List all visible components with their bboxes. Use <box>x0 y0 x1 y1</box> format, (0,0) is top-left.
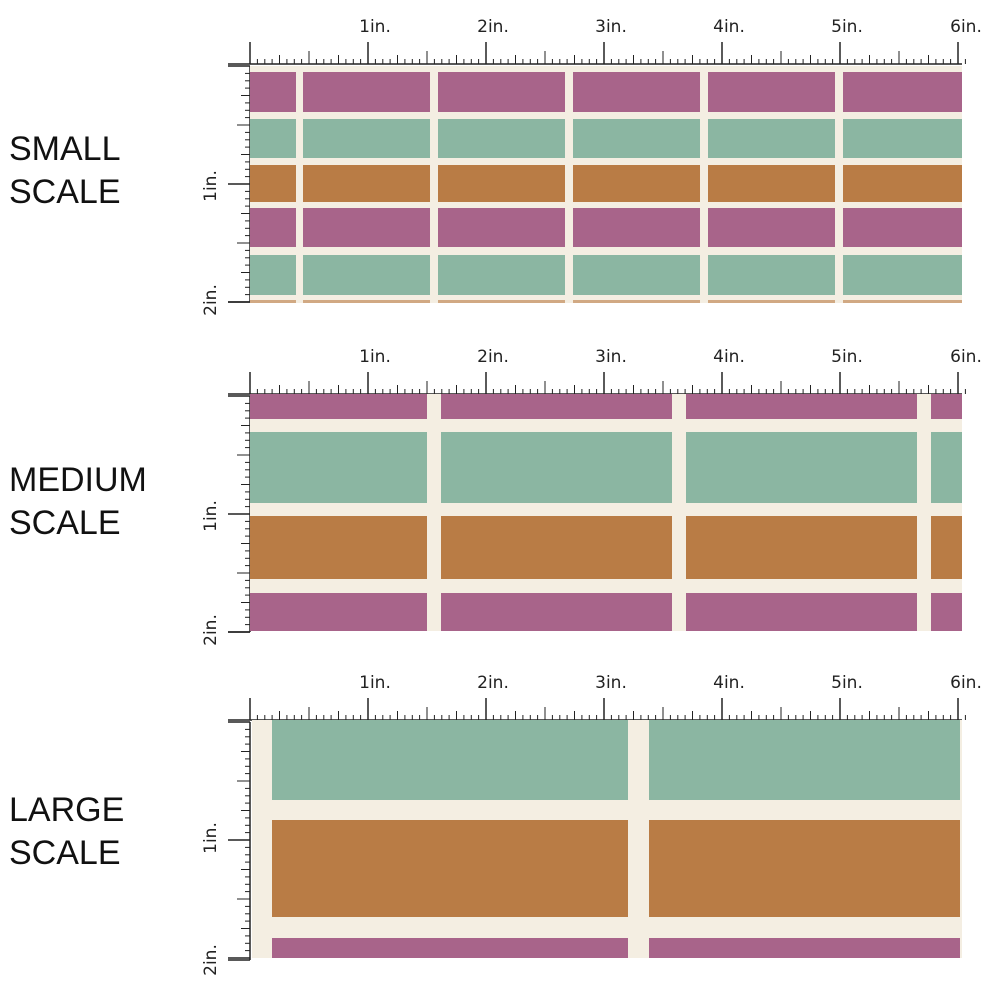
small-row-1-plum <box>250 72 962 112</box>
small-row-2-sage <box>250 119 962 158</box>
small-scale-label-line2: SCALE <box>9 173 121 211</box>
large-row-1-sage <box>272 720 960 800</box>
small-h-label-1: 1in. <box>359 17 391 37</box>
small-scale-v-ruler: 1in. 2in. <box>201 65 251 316</box>
medium-scale-fabric-swatch <box>250 394 962 631</box>
medium-scale-label-line2: SCALE <box>9 504 121 542</box>
medium-h-label-2: 2in. <box>477 347 509 367</box>
large-scale-h-ruler: 1in. 2in. 3in. 4in. 5in. 6in. <box>228 673 982 721</box>
small-row-5-sage <box>250 255 962 295</box>
large-h-label-1: 1in. <box>359 673 391 693</box>
large-h-label-2: 2in. <box>477 673 509 693</box>
medium-h-label-6: 6in. <box>950 347 982 367</box>
small-h-label-4: 4in. <box>713 17 745 37</box>
large-h-label-5: 5in. <box>831 673 863 693</box>
medium-h-label-1: 1in. <box>359 347 391 367</box>
medium-h-label-5: 5in. <box>831 347 863 367</box>
medium-v-label-1: 1in. <box>201 500 221 532</box>
small-v-label-2: 2in. <box>201 284 221 316</box>
large-v-label-2: 2in. <box>201 944 221 976</box>
small-h-label-5: 5in. <box>831 17 863 37</box>
large-h-label-6: 6in. <box>950 673 982 693</box>
medium-row-4-plum <box>250 593 962 631</box>
large-h-label-3: 3in. <box>595 673 627 693</box>
small-scale-section: 1in. 2in. 3in. 4in. 5in. 6in. 1in. 2in. <box>201 17 982 316</box>
large-scale-fabric-swatch <box>252 720 962 958</box>
large-v-label-1: 1in. <box>201 822 221 854</box>
small-h-label-6: 6in. <box>950 17 982 37</box>
medium-scale-v-ruler: 1in. 2in. <box>201 395 251 646</box>
medium-scale-label: MEDIUM SCALE <box>9 459 147 545</box>
small-scale-fabric-swatch <box>250 66 962 303</box>
large-scale-label-line1: LARGE <box>9 791 125 829</box>
medium-row-1-plum <box>250 394 962 419</box>
medium-scale-h-ruler: 1in. 2in. 3in. 4in. 5in. 6in. <box>228 347 982 395</box>
small-row-3-caramel <box>250 165 962 202</box>
small-scale-label-line1: SMALL <box>9 130 121 168</box>
large-scale-label-line2: SCALE <box>9 834 121 872</box>
small-h-label-2: 2in. <box>477 17 509 37</box>
large-scale-label: LARGE SCALE <box>9 789 124 875</box>
medium-row-2-sage <box>250 432 962 503</box>
medium-scale-label-line1: MEDIUM <box>9 461 147 499</box>
medium-row-3-caramel <box>250 516 962 579</box>
small-row-6-caramel <box>250 300 962 303</box>
small-scale-h-ruler: 1in. 2in. 3in. 4in. 5in. 6in. <box>228 17 982 65</box>
small-v-label-1: 1in. <box>201 170 221 202</box>
medium-h-label-3: 3in. <box>595 347 627 367</box>
small-scale-label: SMALL SCALE <box>9 128 121 214</box>
medium-h-label-4: 4in. <box>713 347 745 367</box>
large-row-2-caramel <box>272 820 960 917</box>
medium-scale-section: 1in. 2in. 3in. 4in. 5in. 6in. 1in. 2in. <box>201 347 982 646</box>
medium-v-label-2: 2in. <box>201 614 221 646</box>
large-scale-v-ruler: 1in. 2in. <box>201 721 251 976</box>
large-h-label-4: 4in. <box>713 673 745 693</box>
small-row-4-plum <box>250 208 962 247</box>
large-scale-section: 1in. 2in. 3in. 4in. 5in. 6in. 1in. 2in. <box>201 673 982 976</box>
small-h-label-3: 3in. <box>595 17 627 37</box>
large-row-3-plum <box>272 938 960 958</box>
